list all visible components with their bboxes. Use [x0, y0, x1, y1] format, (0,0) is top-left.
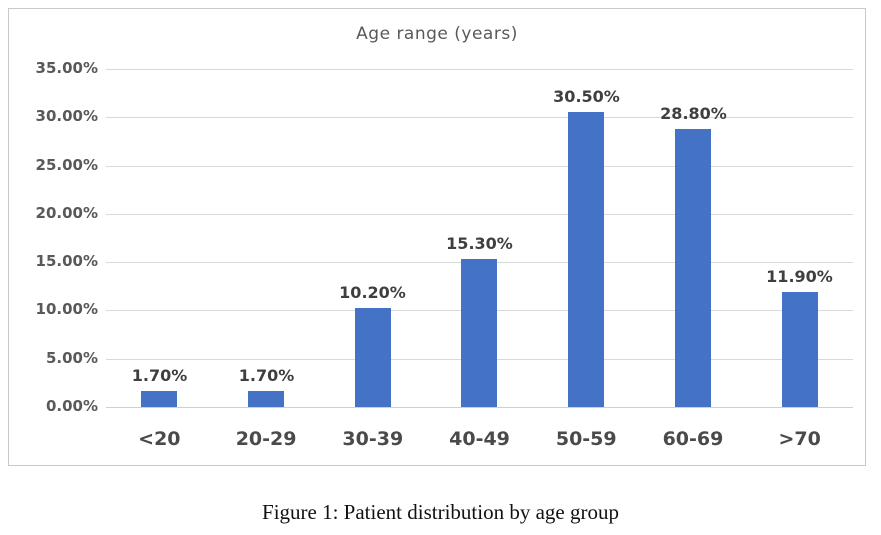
x-category-label: >70	[778, 428, 821, 450]
x-category-label: 30-39	[342, 428, 404, 450]
bar-value-label: 1.70%	[131, 366, 188, 385]
bar	[248, 391, 284, 407]
y-tick-label: 10.00%	[35, 300, 98, 318]
gridline	[106, 407, 853, 408]
y-tick-label: 0.00%	[45, 397, 98, 415]
x-category-label: 20-29	[235, 428, 297, 450]
x-category-label: 50-59	[555, 428, 617, 450]
bar-value-label: 28.80%	[660, 104, 727, 123]
gridline	[106, 69, 853, 70]
y-tick-label: 30.00%	[35, 107, 98, 125]
y-tick-label: 15.00%	[35, 252, 98, 270]
bar	[141, 391, 177, 407]
bar-value-label: 1.70%	[238, 366, 295, 385]
y-tick-label: 5.00%	[45, 349, 98, 367]
bar	[675, 129, 711, 407]
gridline	[106, 214, 853, 215]
y-tick-label: 20.00%	[35, 204, 98, 222]
x-category-label: 60-69	[662, 428, 724, 450]
plot-area: 1.70% 1.70% 10.20% 15.30% 30.50% 28.80% 11.90%	[106, 69, 853, 408]
x-category-label: <20	[138, 428, 181, 450]
bar	[355, 308, 391, 407]
bar-value-label: 10.20%	[339, 283, 406, 302]
bar-chart: Age range (years) 35.00% 30.00% 25.00% 20.0…	[8, 8, 866, 466]
bar-value-label: 11.90%	[766, 267, 833, 286]
x-category-label: 40-49	[449, 428, 510, 450]
bar	[782, 292, 818, 407]
x-axis: <20 20-29 30-39 40-49 50-59 60-69 >70	[106, 423, 853, 455]
gridline	[106, 117, 853, 118]
bar-value-label: 15.30%	[446, 234, 513, 253]
bar	[568, 112, 604, 407]
gridline	[106, 166, 853, 167]
bar	[461, 259, 497, 407]
y-axis: 35.00% 30.00% 25.00% 20.00% 15.00% 10.00% 5.00…	[9, 9, 98, 465]
chart-title: Age range (years)	[356, 24, 518, 44]
bar-value-label: 30.50%	[553, 87, 620, 106]
y-tick-label: 35.00%	[35, 59, 98, 77]
y-tick-label: 25.00%	[35, 156, 98, 174]
figure-caption: Figure 1: Patient distribution by age gr…	[262, 500, 619, 524]
